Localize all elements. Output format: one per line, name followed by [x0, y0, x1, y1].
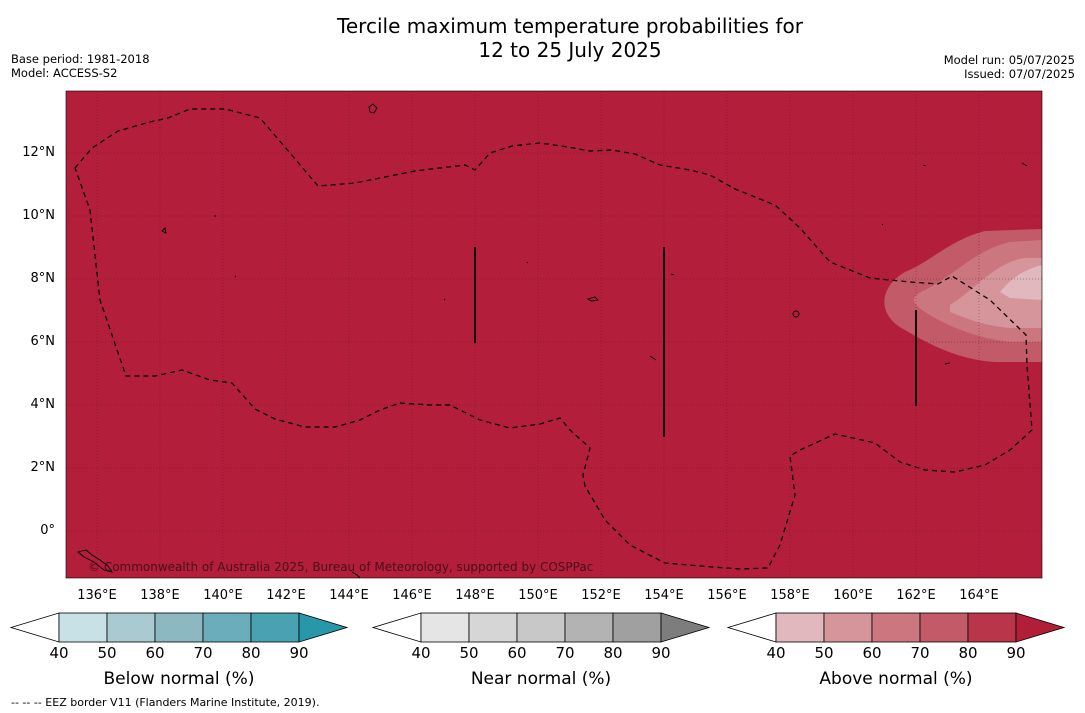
lon-label-144e: 144°E: [329, 588, 369, 603]
meta-right: Model run: 05/07/2025 Issued: 07/07/2025: [944, 53, 1075, 81]
colorbar-below-segment: [154, 612, 204, 643]
lon-label-152e: 152°E: [581, 588, 621, 603]
lon-label-164e: 164°E: [959, 588, 999, 603]
colorbar-below-segment: [250, 612, 300, 643]
lon-label-150e: 150°E: [518, 588, 558, 603]
colorbar-below: [9, 612, 349, 643]
near-tick-70: 70: [555, 644, 575, 662]
issued-date: Issued: 07/07/2025: [964, 67, 1075, 81]
below-tick-70: 70: [193, 644, 213, 662]
colorbar-below-low-extend: [9, 612, 60, 643]
colorbar-near-segment: [516, 612, 566, 643]
below-tick-60: 60: [145, 644, 165, 662]
lat-label-12n: 12°N: [22, 145, 55, 160]
lon-label-154e: 154°E: [644, 588, 684, 603]
colorbar-below-high-extend: [298, 612, 349, 643]
colorbar-above-low-extend: [726, 612, 777, 643]
model-run: Model run: 05/07/2025: [943, 53, 1075, 67]
eez-legend-footer: -- -- -- EEZ border V11 (Flanders Marine…: [11, 696, 320, 709]
meta-left: Base period: 1981-2018 Model: ACCESS-S2: [11, 52, 150, 80]
colorbar-near-segment: [612, 612, 662, 643]
above-tick-60: 60: [862, 644, 882, 662]
islands: [77, 103, 1028, 578]
below-tick-50: 50: [97, 644, 117, 662]
colorbar-near-segment: [420, 612, 470, 643]
lon-label-148e: 148°E: [455, 588, 495, 603]
above-tick-70: 70: [910, 644, 930, 662]
below-tick-40: 40: [49, 644, 69, 662]
lat-label-4n: 4°N: [30, 397, 56, 412]
colorbar-near-high-extend: [660, 612, 711, 643]
near-tick-60: 60: [507, 644, 527, 662]
colorbar-below-segment: [202, 612, 252, 643]
lon-label-156e: 156°E: [707, 588, 747, 603]
colorbar-below-title: Below normal (%): [103, 669, 255, 689]
map-frame: [65, 90, 1043, 579]
base-period: Base period: 1981-2018: [11, 52, 150, 66]
colorbar-above-segment: [775, 612, 825, 643]
above-tick-80: 80: [958, 644, 978, 662]
colorbar-above-segment: [967, 612, 1017, 643]
colorbar-below-segment: [58, 612, 108, 643]
above-tick-50: 50: [814, 644, 834, 662]
title-line-2: 12 to 25 July 2025: [478, 38, 662, 62]
colorbar-near-title: Near normal (%): [470, 669, 612, 689]
map-background: [66, 91, 1042, 578]
near-tick-80: 80: [603, 644, 623, 662]
lat-label-0: 0°: [40, 523, 55, 538]
colorbar-above: [726, 612, 1066, 643]
near-tick-90: 90: [651, 644, 671, 662]
near-tick-40: 40: [411, 644, 431, 662]
anomaly-contour-40: [1000, 265, 1042, 300]
model-name: Model: ACCESS-S2: [11, 66, 118, 80]
lon-label-138e: 138°E: [140, 588, 180, 603]
colorbar-near-low-extend: [371, 612, 422, 643]
lon-label-160e: 160°E: [833, 588, 873, 603]
colorbar-above-title: Above normal (%): [819, 669, 973, 689]
above-tick-90: 90: [1006, 644, 1026, 662]
lon-label-158e: 158°E: [770, 588, 810, 603]
lon-label-162e: 162°E: [896, 588, 936, 603]
lat-label-8n: 8°N: [30, 271, 56, 286]
lon-label-146e: 146°E: [392, 588, 432, 603]
colorbar-near-segment: [564, 612, 614, 643]
colorbar-near-segment: [468, 612, 518, 643]
map-title: Tercile maximum temperature probabilitie…: [0, 14, 1085, 62]
lat-label-10n: 10°N: [22, 208, 55, 223]
title-line-1: Tercile maximum temperature probabilitie…: [337, 14, 803, 38]
lon-label-136e: 136°E: [77, 588, 117, 603]
lon-label-140e: 140°E: [203, 588, 243, 603]
colorbar-above-segment: [871, 612, 921, 643]
eez-border: [74, 108, 1033, 570]
below-tick-90: 90: [289, 644, 309, 662]
colorbar-above-high-extend: [1015, 612, 1066, 643]
copyright-notice: © Commonwealth of Australia 2025, Bureau…: [88, 560, 593, 574]
colorbar-below-segment: [106, 612, 156, 643]
lat-label-2n: 2°N: [30, 460, 56, 475]
lon-label-142e: 142°E: [266, 588, 306, 603]
colorbar-above-segment: [919, 612, 969, 643]
lat-label-6n: 6°N: [30, 334, 56, 349]
above-tick-40: 40: [766, 644, 786, 662]
below-tick-80: 80: [241, 644, 261, 662]
near-tick-50: 50: [459, 644, 479, 662]
colorbar-above-segment: [823, 612, 873, 643]
colorbar-near: [371, 612, 711, 643]
